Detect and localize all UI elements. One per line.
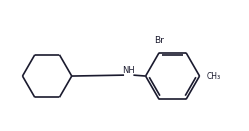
Text: CH₃: CH₃ (207, 72, 221, 81)
Text: Br: Br (154, 36, 164, 45)
Text: NH: NH (122, 66, 135, 75)
